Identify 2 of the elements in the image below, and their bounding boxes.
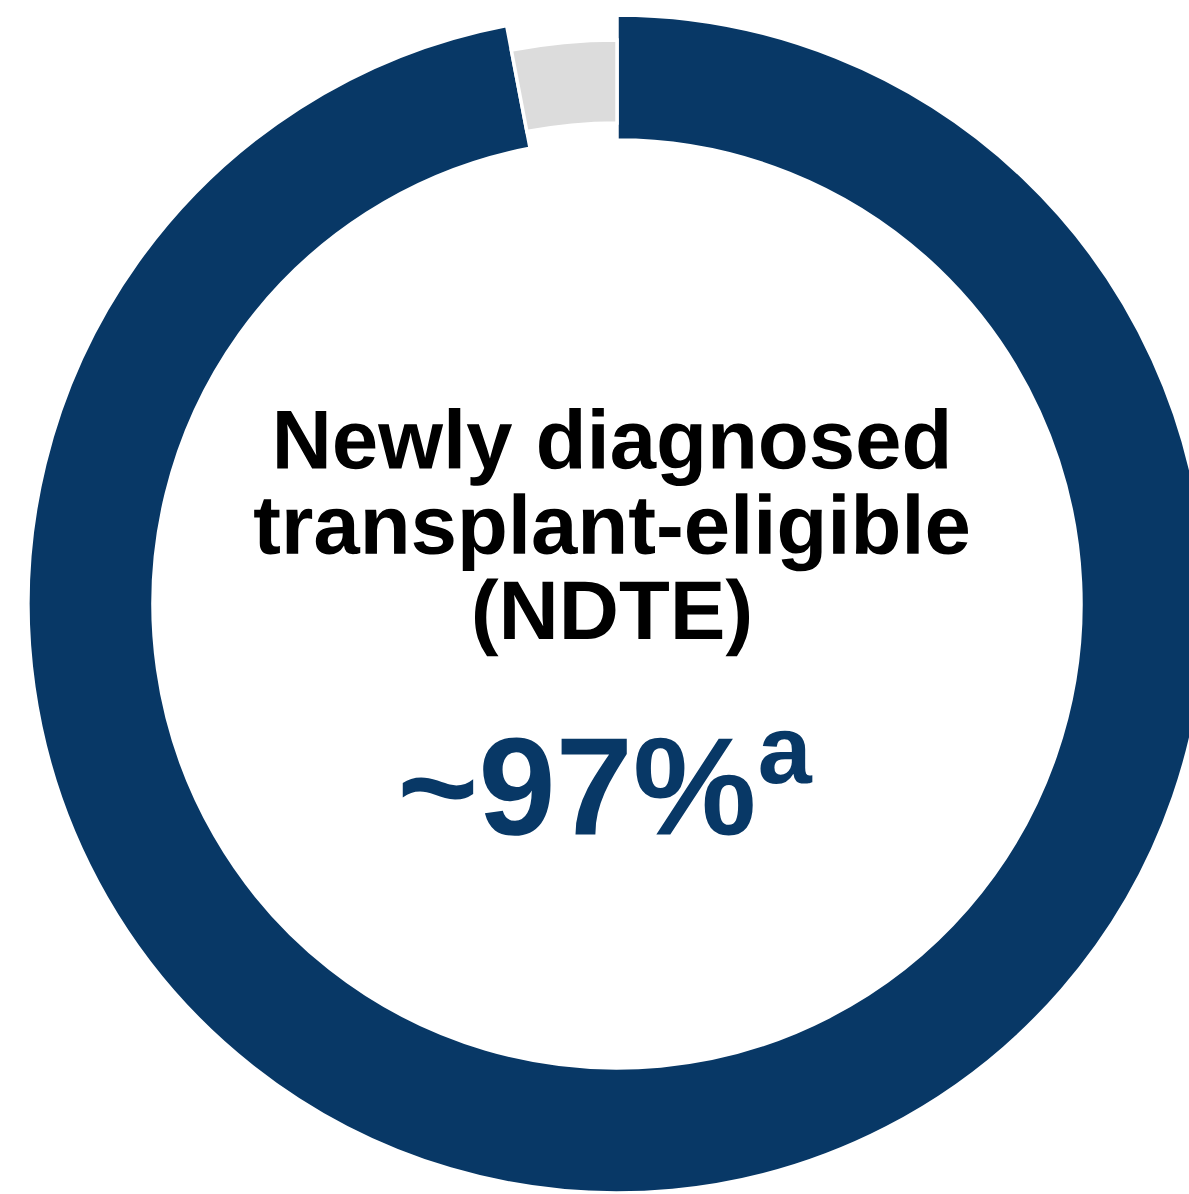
slice-label: Newly diagnosed transplant-eligible (NDTE): [254, 408, 969, 657]
data-label: ~97%$^{a}$: [402, 730, 813, 836]
